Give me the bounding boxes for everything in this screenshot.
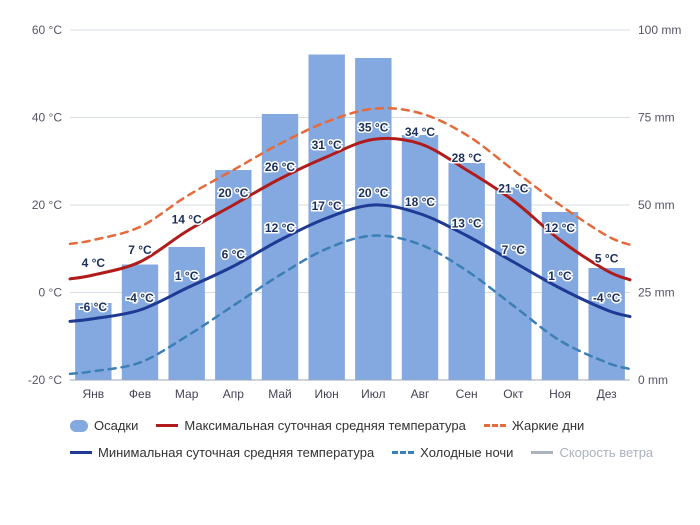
max-temp-label: 7 °C [128, 243, 152, 257]
month-label: Ноя [549, 387, 571, 401]
precip-bar [75, 303, 111, 380]
max-temp-label: 26 °C [265, 160, 295, 174]
min-temp-label: 18 °C [405, 195, 435, 209]
legend: Осадки Максимальная суточная средняя тем… [10, 410, 690, 460]
wind-swatch [531, 451, 553, 454]
legend-precip: Осадки [70, 418, 138, 433]
hot-days-swatch [484, 424, 506, 427]
month-label: Июл [361, 387, 385, 401]
month-label: Авг [411, 387, 430, 401]
legend-min-temp: Минимальная суточная средняя температура [70, 445, 374, 460]
month-label: Дез [597, 387, 618, 401]
min-temp-label: 7 °C [502, 243, 526, 257]
max-temp-swatch [156, 424, 178, 427]
max-temp-label: 14 °C [172, 212, 202, 226]
min-temp-label: 6 °C [222, 247, 246, 261]
min-temp-label: -6 °C [80, 300, 108, 314]
max-temp-label: 34 °C [405, 125, 435, 139]
chart-svg: -20 °C 0 °C 20 °C 40 °C 60 °C 0 mm 25 mm 50 mm 7… [10, 10, 690, 410]
legend-wind-label: Скорость ветра [559, 445, 653, 460]
month-label: Апр [223, 387, 245, 401]
legend-cold-nights: Холодные ночи [392, 445, 513, 460]
svg-text:-20 °C: -20 °C [28, 373, 62, 387]
month-label: Янв [82, 387, 104, 401]
svg-text:75 mm: 75 mm [638, 111, 675, 125]
svg-text:20 °C: 20 °C [32, 198, 62, 212]
max-temp-label: 21 °C [498, 182, 528, 196]
svg-text:60 °C: 60 °C [32, 23, 62, 37]
legend-min-temp-label: Минимальная суточная средняя температура [98, 445, 374, 460]
month-label: Фев [129, 387, 151, 401]
precip-bar [448, 163, 484, 380]
svg-text:40 °C: 40 °C [32, 111, 62, 125]
precip-bar [355, 58, 391, 380]
min-temp-label: 20 °C [358, 186, 388, 200]
svg-text:25 mm: 25 mm [638, 286, 675, 300]
max-temp-label: 28 °C [452, 151, 482, 165]
min-temp-label: 13 °C [452, 217, 482, 231]
legend-max-temp: Максимальная суточная средняя температур… [156, 418, 465, 433]
max-temp-label: 31 °C [312, 138, 342, 152]
month-label: Май [268, 387, 292, 401]
min-temp-label: 1 °C [175, 269, 199, 283]
legend-hot-days-label: Жаркие дни [512, 418, 584, 433]
precip-bar [588, 268, 624, 380]
max-temp-label: 5 °C [595, 252, 619, 266]
precip-bar [495, 188, 531, 381]
legend-max-temp-label: Максимальная суточная средняя температур… [184, 418, 465, 433]
month-label: Июн [315, 387, 339, 401]
legend-precip-label: Осадки [94, 418, 138, 433]
month-label: Мар [175, 387, 199, 401]
precip-bar [215, 170, 251, 380]
svg-text:0 mm: 0 mm [638, 373, 668, 387]
climate-chart: -20 °C 0 °C 20 °C 40 °C 60 °C 0 mm 25 mm 50 mm 7… [10, 10, 690, 515]
legend-cold-nights-label: Холодные ночи [420, 445, 513, 460]
svg-text:50 mm: 50 mm [638, 198, 675, 212]
month-label: Окт [503, 387, 524, 401]
max-temp-label: 35 °C [358, 120, 388, 134]
min-temp-label: -4 °C [126, 291, 154, 305]
cold-nights-swatch [392, 451, 414, 454]
min-temp-label: 17 °C [312, 199, 342, 213]
legend-wind: Скорость ветра [531, 445, 653, 460]
month-label: Сен [456, 387, 478, 401]
min-temp-label: -4 °C [593, 291, 621, 305]
max-temp-label: 4 °C [82, 256, 106, 270]
svg-text:0 °C: 0 °C [39, 286, 63, 300]
max-temp-label: 12 °C [545, 221, 575, 235]
min-temp-swatch [70, 451, 92, 454]
min-temp-label: 1 °C [548, 269, 572, 283]
svg-text:100 mm: 100 mm [638, 23, 681, 37]
max-temp-label: 20 °C [218, 186, 248, 200]
precip-bar [402, 135, 438, 380]
min-temp-label: 12 °C [265, 221, 295, 235]
precip-swatch [70, 420, 88, 432]
legend-hot-days: Жаркие дни [484, 418, 584, 433]
precip-bar [168, 247, 204, 380]
